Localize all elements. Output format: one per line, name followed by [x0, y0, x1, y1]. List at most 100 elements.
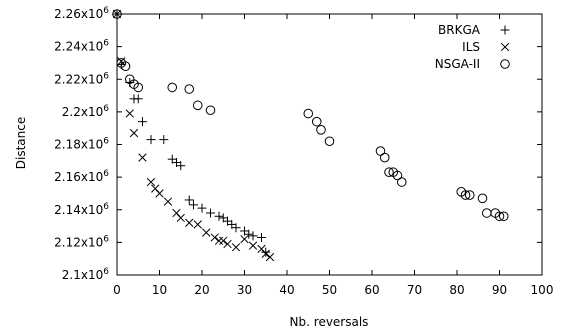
circle-marker — [303, 108, 314, 119]
point-ils — [265, 252, 275, 262]
cross-marker-b — [129, 128, 139, 138]
circle-marker — [375, 146, 386, 156]
legend-label: ILS — [462, 40, 480, 54]
circle-marker — [112, 9, 122, 19]
x-tick-label: 70 — [407, 283, 422, 297]
cross-marker-b — [210, 233, 219, 242]
point-ils — [185, 218, 194, 227]
point-nsga-ii — [205, 105, 216, 116]
legend-marker — [500, 25, 510, 35]
point-nsga-ii — [396, 177, 407, 187]
cross-marker-b — [248, 241, 258, 250]
x-tick-label: 100 — [531, 283, 554, 297]
point-brkga — [176, 161, 186, 171]
y-tick-label: 2.2x106 — [62, 104, 109, 119]
point-brkga — [138, 117, 147, 127]
point-nsga-ii — [112, 9, 122, 19]
circle-marker — [133, 82, 144, 93]
point-ils — [176, 213, 185, 223]
point-brkga — [214, 211, 224, 221]
cross-marker-b — [151, 184, 160, 193]
circle-marker — [192, 100, 203, 111]
circle-marker — [167, 82, 178, 93]
point-ils — [146, 177, 156, 187]
cross-marker-b — [214, 236, 224, 245]
legend-label: NSGA-II — [435, 57, 480, 71]
x-tick-label: 20 — [194, 283, 209, 297]
circle-marker — [379, 152, 390, 163]
circle-marker — [120, 61, 131, 71]
y-tick-label: 2.22x106 — [54, 71, 109, 86]
point-brkga — [159, 135, 169, 145]
point-nsga-ii — [460, 190, 471, 200]
x-tick-label: 80 — [449, 283, 464, 297]
point-nsga-ii — [303, 108, 314, 119]
y-tick-label: 2.1x106 — [62, 267, 109, 282]
circle-marker — [494, 211, 505, 222]
cross-marker-b — [163, 197, 173, 206]
cross-marker-b — [117, 57, 126, 66]
data-points — [112, 9, 509, 262]
point-ils — [231, 243, 241, 252]
circle-marker — [316, 125, 326, 135]
point-ils — [223, 239, 232, 249]
point-ils — [261, 249, 270, 258]
point-nsga-ii — [481, 208, 492, 218]
point-ils — [248, 241, 258, 250]
cross-marker-b — [240, 234, 249, 244]
circle-marker — [477, 193, 488, 204]
point-brkga — [261, 247, 271, 257]
point-nsga-ii — [379, 152, 390, 163]
circle-marker — [184, 84, 195, 94]
point-ils — [163, 197, 173, 206]
point-brkga — [257, 232, 266, 242]
series-brkga — [112, 9, 271, 257]
y-axis-title: Distance — [14, 117, 28, 169]
point-nsga-ii — [133, 82, 144, 93]
cross-marker-b — [138, 153, 147, 162]
cross-marker-b — [261, 249, 270, 258]
y-tick-label: 2.26x106 — [54, 6, 109, 21]
point-nsga-ii — [477, 193, 488, 204]
circle-marker — [500, 59, 510, 69]
point-ils — [112, 9, 122, 19]
circle-marker — [396, 177, 407, 187]
point-nsga-ii — [192, 100, 203, 111]
point-nsga-ii — [494, 211, 505, 222]
circle-marker — [324, 136, 335, 147]
x-tick-label: 50 — [322, 283, 337, 297]
cross-marker-b — [172, 208, 181, 218]
point-brkga — [244, 229, 254, 239]
x-tick-label: 30 — [237, 283, 252, 297]
point-nsga-ii — [384, 167, 394, 178]
point-ils — [210, 233, 219, 242]
cross-marker-b — [185, 218, 194, 227]
legend-label: BRKGA — [438, 23, 481, 37]
x-tick-label: 10 — [152, 283, 167, 297]
cross-marker-b — [202, 228, 211, 237]
point-brkga — [189, 200, 198, 210]
point-brkga — [184, 195, 194, 205]
point-ils — [219, 236, 228, 245]
cross-marker-b — [155, 189, 164, 198]
cross-marker-b — [146, 177, 156, 187]
point-ils — [240, 234, 249, 244]
x-tick-label: 60 — [364, 283, 379, 297]
x-tick-label: 40 — [279, 283, 294, 297]
point-nsga-ii — [167, 82, 178, 93]
cross-marker-b — [223, 239, 232, 249]
point-nsga-ii — [464, 190, 475, 200]
x-tick-label: 0 — [113, 283, 121, 297]
point-brkga — [248, 231, 258, 241]
point-nsga-ii — [184, 84, 195, 94]
cross-marker-b — [193, 220, 202, 229]
point-ils — [125, 109, 134, 118]
cross-marker-b — [219, 236, 228, 245]
series-nsga-ii — [112, 9, 509, 222]
point-brkga — [197, 203, 207, 213]
cross-marker-b — [112, 9, 122, 19]
circle-marker — [464, 190, 475, 200]
y-tick-label: 2.18x106 — [54, 137, 109, 152]
legend: BRKGA ILS NSGA-II — [435, 23, 510, 71]
